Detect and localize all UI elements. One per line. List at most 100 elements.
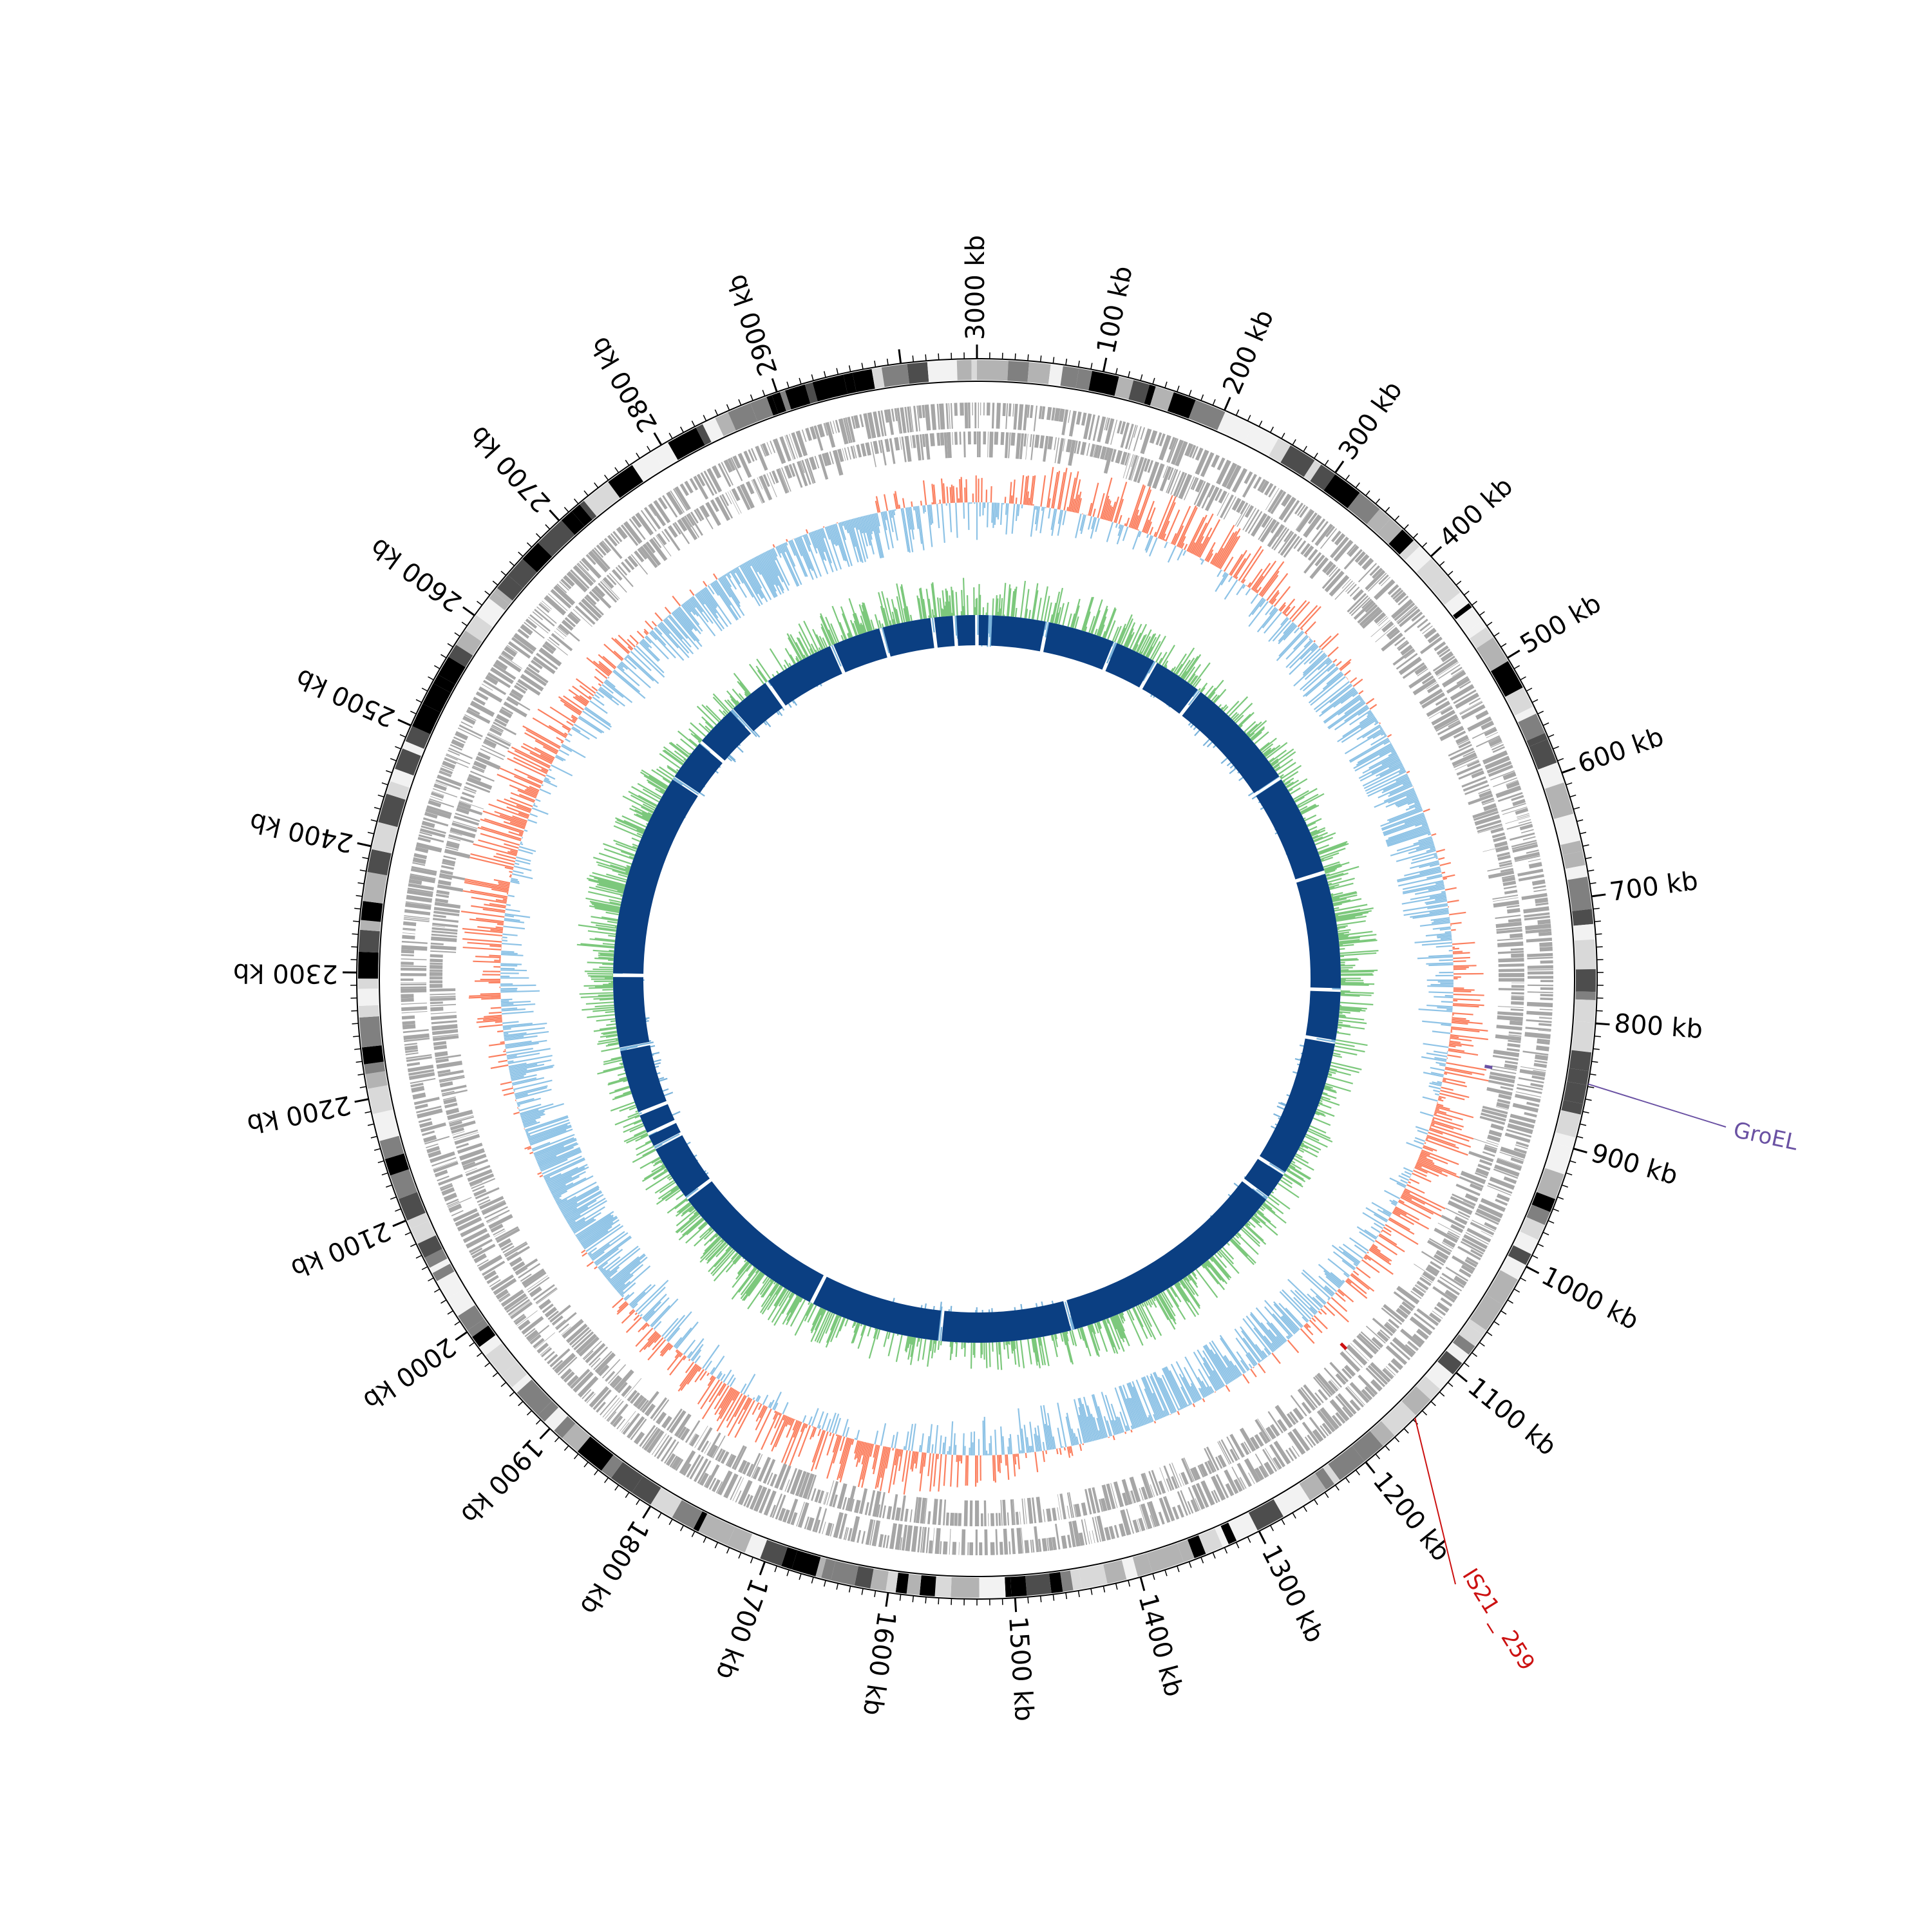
histogram-bar — [1388, 751, 1397, 757]
histogram-bar — [1444, 1068, 1472, 1075]
histogram-bar — [1172, 506, 1191, 545]
gene-feature — [889, 438, 896, 464]
histogram-bar — [1415, 1165, 1439, 1177]
major-tick — [1561, 767, 1576, 774]
histogram-bar — [1353, 746, 1394, 770]
ideogram-band — [1567, 876, 1592, 911]
minor-tick — [680, 1525, 685, 1531]
histogram-bar — [677, 607, 697, 632]
gene-feature — [1267, 489, 1284, 513]
gene-feature — [688, 1433, 696, 1445]
histogram-bar — [1146, 1375, 1166, 1417]
gene-feature — [1421, 692, 1446, 709]
gene-feature — [1231, 468, 1247, 493]
gene-feature — [631, 515, 642, 528]
histogram-bar — [1245, 723, 1258, 735]
ideogram-band — [815, 1557, 826, 1578]
histogram-bar — [1450, 1037, 1472, 1042]
gene-feature — [915, 434, 922, 461]
gene-feature — [620, 524, 639, 546]
histogram-bar — [1410, 911, 1449, 918]
gene-feature — [554, 630, 565, 639]
histogram-bar — [772, 1411, 778, 1420]
histogram-bar — [1303, 817, 1306, 820]
histogram-bar — [719, 1390, 738, 1419]
gene-feature — [1302, 1421, 1320, 1444]
gene-feature — [891, 1494, 898, 1520]
histogram-bar — [740, 1383, 747, 1394]
histogram-bar — [1325, 1083, 1351, 1092]
histogram-bar — [1285, 1336, 1290, 1340]
histogram-bar — [526, 1119, 570, 1135]
ideogram-band — [1347, 493, 1380, 524]
histogram-bar — [1058, 603, 1065, 625]
minor-tick — [1090, 363, 1093, 370]
gene-feature — [1533, 1063, 1548, 1068]
gene-feature — [557, 627, 568, 636]
histogram-bar — [1450, 1028, 1480, 1033]
histogram-bar — [647, 1331, 657, 1341]
gene-feature — [1364, 1386, 1376, 1397]
histogram-bar — [1414, 938, 1452, 943]
histogram-bar — [495, 899, 507, 902]
histogram-bar — [1332, 1052, 1341, 1056]
gene-feature — [1361, 598, 1372, 609]
gene-feature — [735, 1490, 742, 1503]
gene-feature — [1094, 444, 1100, 459]
histogram-bar — [1233, 703, 1253, 723]
histogram-bar — [1262, 609, 1279, 629]
histogram-bar — [618, 1301, 627, 1309]
gene-feature — [439, 767, 453, 775]
histogram-bar — [1234, 1365, 1242, 1376]
gene-feature — [1488, 736, 1501, 743]
minor-tick — [1542, 722, 1549, 726]
histogram-bar — [1146, 646, 1153, 658]
histogram-bar — [1285, 781, 1294, 788]
histogram-bar — [1340, 993, 1372, 996]
histogram-bar — [683, 1356, 687, 1361]
gene-feature — [1396, 1307, 1409, 1320]
gene-feature — [584, 596, 604, 616]
minor-tick — [1355, 482, 1360, 488]
gene-feature — [1483, 1146, 1497, 1153]
gene-feature — [566, 571, 588, 592]
gene-feature — [439, 1081, 453, 1088]
histogram-bar — [1371, 1245, 1381, 1253]
histogram-bar — [1448, 1048, 1465, 1052]
gene-feature — [403, 918, 430, 923]
minor-tick — [762, 390, 766, 397]
gene-feature — [1318, 1388, 1329, 1401]
histogram-bar — [1147, 1417, 1151, 1423]
histogram-bar — [559, 1186, 600, 1210]
gene-feature — [1309, 557, 1329, 580]
gene-feature — [1081, 1502, 1088, 1516]
histogram-bar — [566, 721, 574, 726]
histogram-bar — [856, 1441, 862, 1459]
histogram-bar — [1338, 1023, 1350, 1027]
histogram-bar — [826, 1433, 835, 1456]
gene-feature — [1440, 651, 1454, 663]
gene-feature — [563, 574, 575, 587]
histogram-bar — [581, 1249, 586, 1254]
histogram-bar — [1314, 1112, 1320, 1116]
histogram-bar — [518, 846, 536, 853]
gene-feature — [473, 1188, 487, 1197]
gene-feature — [1133, 457, 1144, 482]
histogram-bar — [1310, 676, 1346, 706]
histogram-bar — [1041, 586, 1048, 621]
histogram-bar — [1141, 1377, 1160, 1420]
minor-tick — [1537, 1243, 1544, 1247]
gene-feature — [1196, 482, 1211, 507]
histogram-bar — [839, 1438, 853, 1482]
histogram-bar — [1385, 793, 1417, 808]
gene-feature — [666, 491, 683, 516]
gene-feature — [462, 1227, 488, 1244]
gene-feature — [1141, 1473, 1152, 1499]
histogram-bar — [1373, 1213, 1388, 1223]
minor-tick — [526, 1410, 533, 1416]
minor-tick — [500, 571, 507, 576]
minor-tick — [774, 1566, 777, 1573]
histogram-bar — [1212, 1370, 1224, 1388]
histogram-bar — [1213, 694, 1220, 703]
gene-feature — [402, 929, 416, 931]
